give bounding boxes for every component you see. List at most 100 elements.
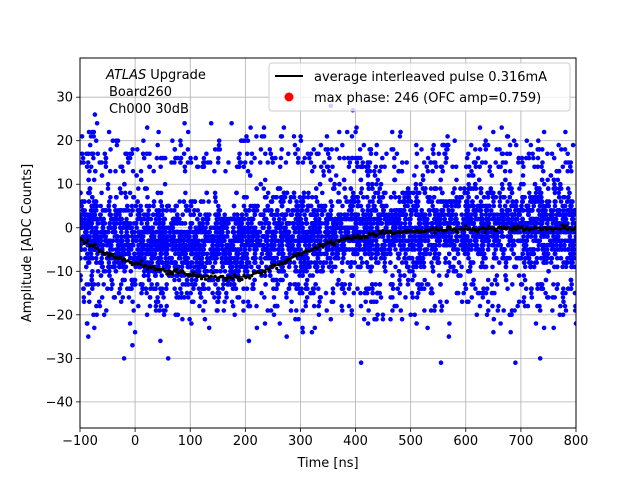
sample-point bbox=[89, 225, 95, 231]
sample-point bbox=[90, 269, 95, 274]
sample-point bbox=[390, 273, 395, 278]
sample-point bbox=[294, 269, 300, 274]
sample-point bbox=[257, 221, 263, 226]
sample-point bbox=[509, 203, 514, 209]
sample-point bbox=[535, 247, 541, 252]
sample-point bbox=[164, 208, 169, 213]
sample-point bbox=[158, 190, 164, 196]
sample-point bbox=[419, 208, 425, 213]
sample-point bbox=[555, 255, 560, 261]
sample-point bbox=[349, 208, 354, 213]
sample-point bbox=[435, 260, 441, 265]
sample-point bbox=[80, 273, 83, 278]
sample-point bbox=[126, 208, 131, 213]
sample-point bbox=[363, 251, 368, 257]
sample-point bbox=[299, 221, 305, 226]
sample-point bbox=[122, 181, 127, 187]
sample-point bbox=[448, 216, 453, 222]
sample-point bbox=[148, 216, 154, 222]
sample-point bbox=[450, 212, 456, 217]
sample-point bbox=[183, 190, 188, 196]
sample-point bbox=[397, 277, 402, 283]
sample-point bbox=[522, 264, 528, 270]
sample-point bbox=[106, 264, 111, 270]
sample-point bbox=[415, 260, 421, 265]
sample-point bbox=[464, 208, 469, 213]
sample-point bbox=[429, 221, 435, 226]
sample-point bbox=[369, 225, 374, 231]
sample-point bbox=[542, 208, 547, 213]
sample-point bbox=[528, 195, 533, 200]
sample-point bbox=[251, 242, 257, 248]
sample-point bbox=[286, 264, 292, 270]
sample-point bbox=[255, 238, 261, 244]
sample-point bbox=[273, 195, 279, 200]
sample-point bbox=[546, 216, 552, 222]
sample-point bbox=[254, 208, 260, 213]
sample-point bbox=[159, 273, 164, 278]
sample-point bbox=[158, 234, 163, 239]
sample-point bbox=[290, 234, 296, 239]
sample-point bbox=[418, 181, 423, 187]
sample-point bbox=[283, 212, 289, 217]
sample-point bbox=[514, 199, 519, 204]
sample-point bbox=[265, 203, 271, 209]
sample-point bbox=[520, 173, 526, 178]
sample-point bbox=[130, 208, 135, 213]
sample-point bbox=[297, 234, 302, 239]
sample-point bbox=[355, 203, 361, 209]
sample-point bbox=[462, 282, 468, 287]
sample-point bbox=[432, 212, 438, 217]
sample-point bbox=[212, 260, 218, 265]
sample-point bbox=[238, 229, 244, 235]
sample-point bbox=[177, 242, 182, 248]
sample-point bbox=[491, 212, 496, 217]
sample-point bbox=[94, 238, 99, 244]
sample-point bbox=[468, 264, 473, 270]
sample-point bbox=[107, 212, 113, 217]
sample-point bbox=[348, 264, 353, 270]
sample-point bbox=[368, 269, 373, 274]
sample-point bbox=[326, 229, 331, 235]
sample-point bbox=[289, 212, 295, 217]
sample-point bbox=[294, 225, 300, 231]
sample-point bbox=[555, 208, 560, 213]
sample-point bbox=[350, 203, 356, 209]
sample-point bbox=[497, 199, 503, 204]
sample-point bbox=[129, 277, 134, 283]
sample-point bbox=[264, 195, 269, 200]
sample-point bbox=[119, 229, 124, 235]
sample-point bbox=[513, 203, 519, 209]
sample-point bbox=[241, 195, 247, 200]
sample-point bbox=[469, 247, 474, 252]
sample-point bbox=[129, 203, 135, 209]
sample-point bbox=[426, 199, 431, 204]
sample-point bbox=[146, 208, 151, 213]
sample-point bbox=[506, 242, 511, 248]
sample-point bbox=[412, 173, 417, 178]
sample-point bbox=[232, 255, 237, 261]
sample-point bbox=[421, 264, 427, 270]
sample-point bbox=[430, 269, 436, 274]
sample-point bbox=[97, 212, 103, 217]
sample-point bbox=[341, 251, 347, 257]
sample-point bbox=[538, 212, 544, 217]
sample-point bbox=[297, 195, 303, 200]
sample-point bbox=[422, 190, 428, 196]
sample-point bbox=[93, 255, 99, 261]
sample-point bbox=[435, 221, 441, 226]
sample-point bbox=[101, 269, 107, 274]
sample-point bbox=[330, 251, 335, 257]
sample-point bbox=[374, 225, 380, 231]
sample-point bbox=[398, 225, 403, 231]
sample-point bbox=[246, 234, 251, 239]
sample-point bbox=[382, 264, 387, 270]
sample-point bbox=[195, 208, 201, 213]
sample-point bbox=[541, 255, 547, 261]
sample-point bbox=[567, 255, 573, 261]
sample-point bbox=[144, 203, 150, 209]
sample-point bbox=[382, 255, 387, 261]
sample-point bbox=[108, 195, 113, 200]
sample-point bbox=[505, 199, 510, 204]
sample-point bbox=[279, 251, 285, 257]
